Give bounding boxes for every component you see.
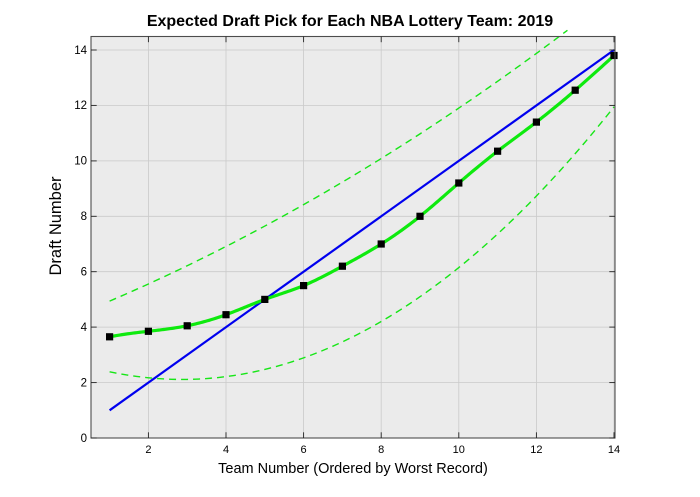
svg-text:6: 6 — [301, 444, 307, 456]
svg-text:Draft Number: Draft Number — [47, 176, 65, 276]
svg-text:8: 8 — [81, 211, 87, 223]
svg-text:Team Number (Ordered by Worst: Team Number (Ordered by Worst Record) — [218, 461, 488, 477]
svg-text:4: 4 — [223, 444, 229, 456]
svg-text:12: 12 — [74, 100, 87, 112]
svg-text:4: 4 — [81, 322, 88, 334]
svg-text:12: 12 — [530, 444, 542, 456]
svg-text:2: 2 — [145, 444, 151, 456]
svg-text:6: 6 — [81, 267, 87, 279]
svg-text:0: 0 — [81, 433, 87, 445]
svg-text:14: 14 — [608, 444, 620, 456]
svg-text:10: 10 — [74, 156, 87, 168]
svg-text:14: 14 — [74, 45, 87, 57]
svg-text:2: 2 — [81, 377, 87, 389]
svg-text:8: 8 — [378, 444, 384, 456]
svg-text:10: 10 — [453, 444, 465, 456]
svg-text:Expected Draft Pick for Each N: Expected Draft Pick for Each NBA Lottery… — [147, 13, 553, 30]
